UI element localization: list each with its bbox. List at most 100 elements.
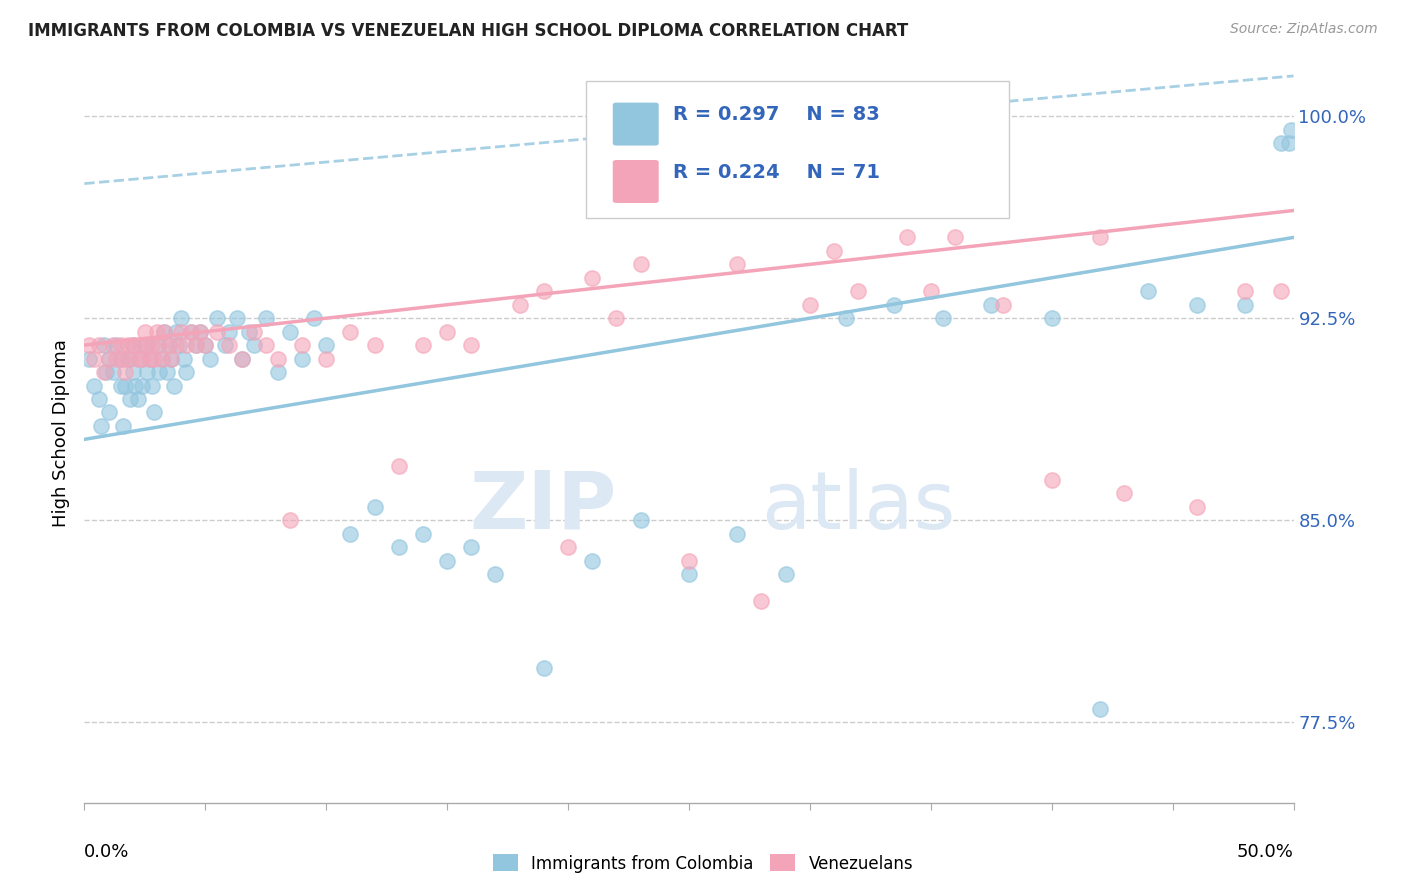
Point [436, 553, 458, 567]
Point [460, 540, 482, 554]
Point [1234, 285, 1257, 299]
Point [129, 351, 152, 366]
Point [114, 365, 136, 379]
Point [190, 325, 212, 339]
Point [533, 285, 555, 299]
Point [136, 338, 159, 352]
Point [278, 325, 301, 339]
Point [242, 325, 264, 339]
Point [920, 285, 942, 299]
Point [1234, 298, 1257, 312]
Point [254, 311, 277, 326]
Point [943, 230, 966, 244]
Text: ZIP: ZIP [470, 467, 616, 546]
Point [131, 351, 153, 366]
Point [267, 365, 290, 379]
Point [143, 405, 166, 419]
Point [104, 338, 127, 352]
Point [363, 338, 385, 352]
Point [134, 325, 156, 339]
Point [97, 405, 120, 419]
Text: atlas: atlas [762, 467, 956, 546]
Point [278, 513, 301, 527]
Point [1088, 701, 1111, 715]
Point [267, 351, 290, 366]
Point [97, 351, 120, 366]
Point [339, 526, 361, 541]
Point [148, 338, 170, 352]
Point [173, 351, 195, 366]
Point [846, 285, 869, 299]
Point [254, 338, 277, 352]
Point [184, 338, 207, 352]
Text: 50.0%: 50.0% [1237, 843, 1294, 861]
Point [533, 661, 555, 675]
Point [160, 351, 183, 366]
Point [363, 500, 385, 514]
Point [124, 378, 146, 392]
Point [1270, 136, 1292, 151]
Point [896, 230, 918, 244]
Point [775, 566, 797, 581]
Point [194, 338, 217, 352]
Point [90, 418, 112, 433]
Point [167, 338, 190, 352]
Point [207, 311, 229, 326]
Point [136, 365, 159, 379]
Point [150, 351, 173, 366]
Point [150, 351, 173, 366]
Point [170, 311, 193, 326]
Point [103, 365, 125, 379]
Text: R = 0.224    N = 71: R = 0.224 N = 71 [673, 163, 880, 182]
Point [190, 325, 212, 339]
Point [218, 325, 240, 339]
Point [110, 338, 132, 352]
Point [77, 351, 100, 366]
Point [207, 325, 229, 339]
Point [87, 392, 110, 406]
Point [231, 351, 253, 366]
Point [163, 378, 186, 392]
Point [460, 338, 482, 352]
Point [114, 378, 136, 392]
Point [148, 365, 170, 379]
FancyBboxPatch shape [613, 160, 659, 203]
Point [120, 392, 142, 406]
Point [104, 351, 127, 366]
Point [103, 338, 125, 352]
Point [134, 338, 156, 352]
Point [174, 365, 197, 379]
Point [1270, 285, 1292, 299]
Point [630, 257, 652, 271]
Point [218, 338, 240, 352]
Point [153, 325, 176, 339]
Point [302, 311, 325, 326]
Point [138, 351, 160, 366]
Point [110, 378, 132, 392]
Point [1278, 136, 1301, 151]
Point [388, 459, 411, 474]
Point [146, 325, 169, 339]
Point [110, 351, 132, 366]
Point [93, 365, 115, 379]
Legend: Immigrants from Colombia, Venezuelans: Immigrants from Colombia, Venezuelans [486, 847, 920, 880]
Point [605, 311, 627, 326]
Point [121, 365, 143, 379]
Point [799, 298, 821, 312]
Point [160, 351, 183, 366]
Point [339, 325, 361, 339]
Point [170, 325, 193, 339]
Point [198, 351, 221, 366]
Point [146, 338, 169, 352]
Point [153, 325, 176, 339]
Point [112, 418, 135, 433]
Text: Source: ZipAtlas.com: Source: ZipAtlas.com [1230, 22, 1378, 37]
Point [138, 351, 160, 366]
Point [157, 338, 180, 352]
Point [883, 298, 905, 312]
Point [509, 298, 531, 312]
Point [315, 338, 337, 352]
FancyBboxPatch shape [586, 81, 1010, 218]
Point [1279, 122, 1302, 136]
Point [412, 526, 434, 541]
